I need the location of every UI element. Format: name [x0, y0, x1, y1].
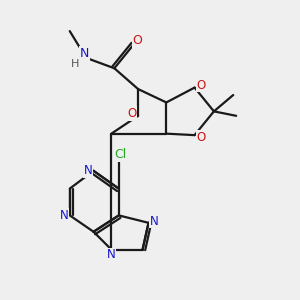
Text: O: O: [127, 107, 136, 120]
Text: N: N: [84, 164, 93, 177]
Text: O: O: [196, 79, 206, 92]
Text: O: O: [196, 131, 206, 144]
Text: O: O: [132, 34, 142, 47]
Text: N: N: [107, 248, 116, 261]
Text: Cl: Cl: [114, 148, 126, 161]
Text: N: N: [150, 215, 159, 228]
Text: N: N: [80, 47, 89, 60]
Text: N: N: [60, 209, 69, 222]
Text: H: H: [70, 59, 79, 69]
